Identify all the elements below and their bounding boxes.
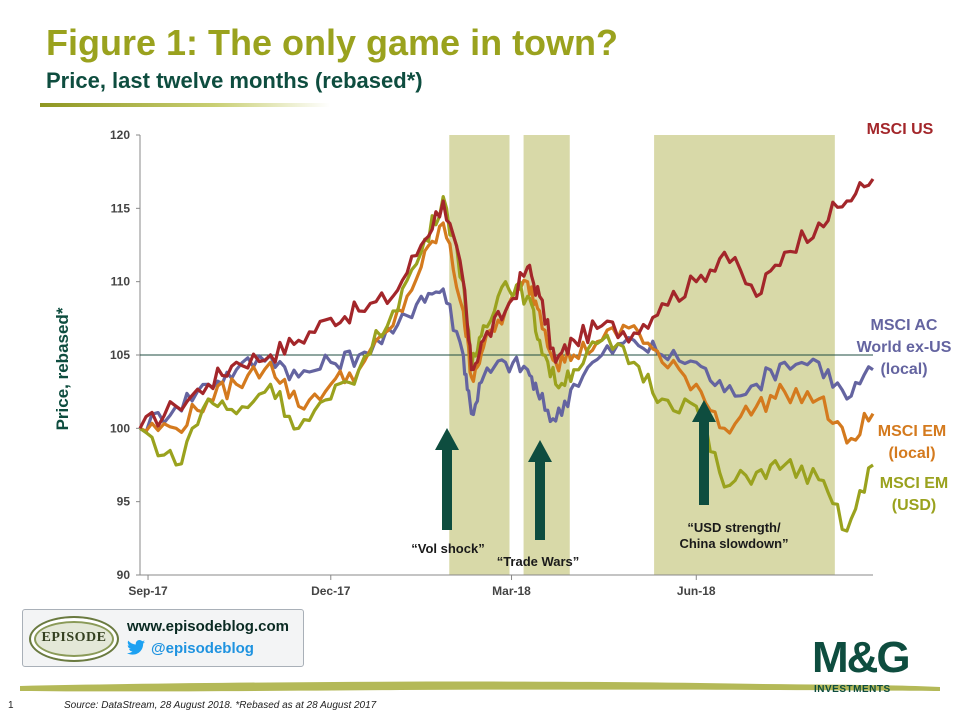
annotation-vol-shock: “Vol shock” — [411, 541, 484, 556]
arrow-vol-shock — [435, 428, 459, 530]
y-axis-label: Price, rebased* — [53, 307, 72, 430]
page-title: Figure 1: The only game in town? — [46, 22, 619, 63]
series-label-msci-us: MSCI US — [867, 121, 934, 138]
x-tick-label: Mar-18 — [492, 584, 531, 598]
series-label-msci-ac-world-ex-us-local-: MSCI AC World ex-US (local) — [857, 317, 952, 378]
source-note: Source: DataStream, 28 August 2018. *Reb… — [64, 700, 377, 711]
twitter-row: @episodeblog — [127, 638, 254, 658]
y-tick-label: 115 — [111, 201, 131, 215]
episode-logo-text: EPISODE — [41, 630, 107, 645]
arrow-trade-wars — [528, 440, 552, 540]
annotation-usd-strength: “USD strength/China slowdown” — [679, 520, 788, 551]
twitter-bird-icon — [127, 640, 147, 656]
y-tick-label: 95 — [117, 495, 131, 509]
episode-box: EPISODE www.episodeblog.com @episodeblog — [22, 609, 304, 667]
footer-brush-stroke — [20, 681, 940, 692]
page-subtitle: Price, last twelve months (rebased*) — [46, 68, 423, 93]
page-number: 1 — [8, 700, 14, 711]
y-tick-label: 90 — [117, 568, 131, 582]
twitter-handle[interactable]: @episodeblog — [151, 639, 254, 657]
x-tick-label: Sep-17 — [128, 584, 168, 598]
arrow-usd-strength — [692, 400, 716, 505]
series-line-msci-us — [138, 178, 875, 430]
mg-logo: M&G — [812, 633, 911, 682]
series-line-msci-em-usd- — [139, 195, 874, 533]
series-label-msci-em-usd-: MSCI EM (USD) — [880, 475, 948, 514]
y-tick-label: 120 — [110, 128, 130, 142]
episode-url[interactable]: www.episodeblog.com — [127, 618, 289, 635]
title-underline — [40, 103, 330, 107]
mg-tagline: INVESTMENTS — [814, 684, 891, 695]
y-tick-label: 105 — [110, 348, 130, 362]
episode-logo: EPISODE — [29, 616, 119, 662]
annotation-trade-wars: “Trade Wars” — [497, 554, 580, 569]
x-tick-label: Dec-17 — [311, 584, 351, 598]
series-line-msci-ac-world-ex-us-local- — [139, 287, 874, 434]
y-tick-label: 100 — [110, 421, 130, 435]
series-label-msci-em-local-: MSCI EM (local) — [878, 423, 946, 462]
y-tick-label: 110 — [111, 275, 131, 289]
x-tick-label: Jun-18 — [677, 584, 716, 598]
